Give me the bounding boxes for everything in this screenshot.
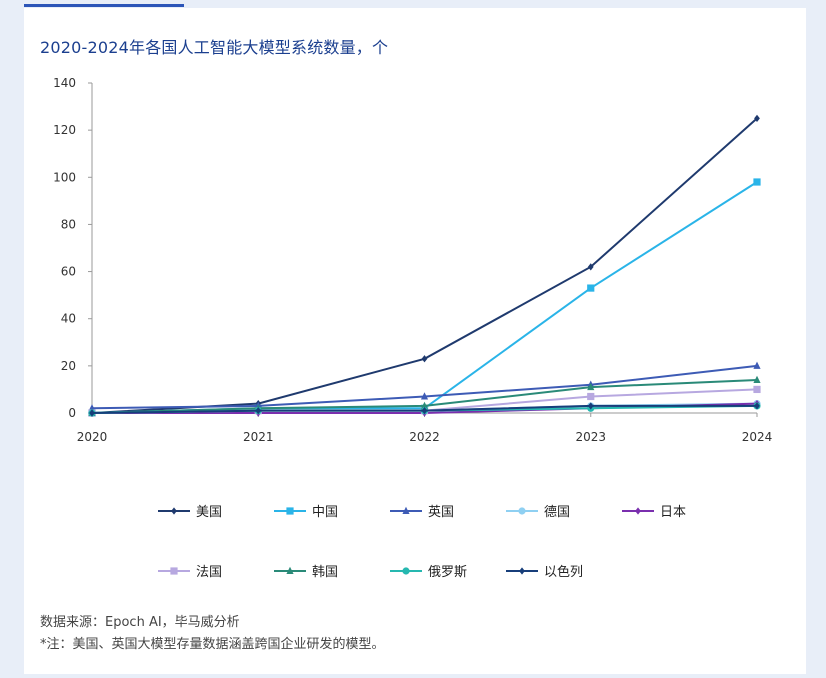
y-tick-label: 40: [61, 312, 76, 326]
legend-item: 德国: [506, 505, 570, 520]
legend-label: 英国: [428, 505, 454, 520]
data-point: [754, 114, 760, 122]
line-chart: 0 20 40 60 80 100 120 140 2020 2021 2022 2023 2024 美…: [53, 76, 773, 580]
data-point: [753, 361, 761, 369]
legend-item: 俄罗斯: [390, 565, 467, 580]
x-tick-label: 2021: [243, 430, 274, 444]
source-note: 数据来源：Epoch AI，毕马威分析: [40, 615, 240, 630]
series-中国: [88, 178, 761, 417]
footnote: *注：美国、英国大模型存量数据涵盖跨国企业研发的模型。: [40, 637, 385, 652]
legend-label: 日本: [660, 505, 686, 520]
legend-label: 韩国: [312, 565, 338, 580]
legend-marker: [402, 506, 410, 514]
chart-card: [24, 8, 806, 674]
legend-marker: [170, 567, 178, 575]
legend-marker: [635, 507, 641, 515]
data-point: [420, 392, 429, 400]
y-tick-label: 140: [53, 76, 76, 90]
legend-label: 俄罗斯: [428, 565, 467, 580]
data-point: [754, 402, 760, 410]
series-美国: [89, 114, 760, 417]
legend-item: 以色列: [506, 564, 583, 580]
series-以色列: [89, 402, 760, 417]
legend-label: 以色列: [544, 564, 583, 580]
data-point: [255, 407, 262, 415]
legend-label: 德国: [544, 505, 570, 520]
data-point: [753, 385, 761, 394]
data-point: [421, 407, 428, 415]
x-tick-label: 2020: [77, 430, 108, 444]
legend-item: 中国: [274, 505, 338, 520]
y-tick-label: 120: [53, 123, 76, 137]
data-point: [587, 284, 595, 292]
data-point: [420, 401, 429, 409]
legend-label: 法国: [196, 565, 222, 580]
data-point: [587, 382, 595, 391]
data-point: [587, 263, 594, 271]
legend-item: 英国: [390, 505, 454, 520]
legend-item: 法国: [158, 565, 222, 580]
data-point: [421, 355, 428, 363]
accent-bar: [24, 4, 184, 7]
legend-item: 美国: [158, 505, 222, 520]
legend-label: 美国: [196, 505, 222, 520]
legend-label: 中国: [312, 505, 338, 520]
y-tick-label: 100: [53, 170, 76, 184]
legend-item: 韩国: [274, 565, 338, 580]
data-point: [753, 375, 761, 383]
y-tick-label: 0: [68, 406, 76, 420]
legend-marker: [519, 567, 525, 575]
legend-marker: [286, 507, 294, 515]
y-tick-label: 20: [61, 359, 76, 373]
legend-marker: [402, 567, 410, 575]
series-line: [91, 181, 758, 414]
x-tick-label: 2024: [742, 430, 773, 444]
data-point: [753, 178, 761, 186]
y-tick-label: 60: [61, 265, 76, 279]
legend-marker: [518, 507, 526, 515]
x-tick-label: 2022: [409, 430, 440, 444]
series-line: [91, 117, 758, 414]
legend-marker: [286, 566, 294, 574]
legend-item: 日本: [622, 505, 686, 520]
chart-title: 2020-2024年各国人工智能大模型系统数量，个: [40, 38, 389, 57]
data-point: [587, 402, 594, 410]
data-point: [89, 409, 95, 417]
legend-marker: [171, 507, 177, 515]
data-point: [587, 392, 595, 401]
y-tick-label: 80: [61, 217, 76, 231]
x-tick-label: 2023: [575, 430, 606, 444]
